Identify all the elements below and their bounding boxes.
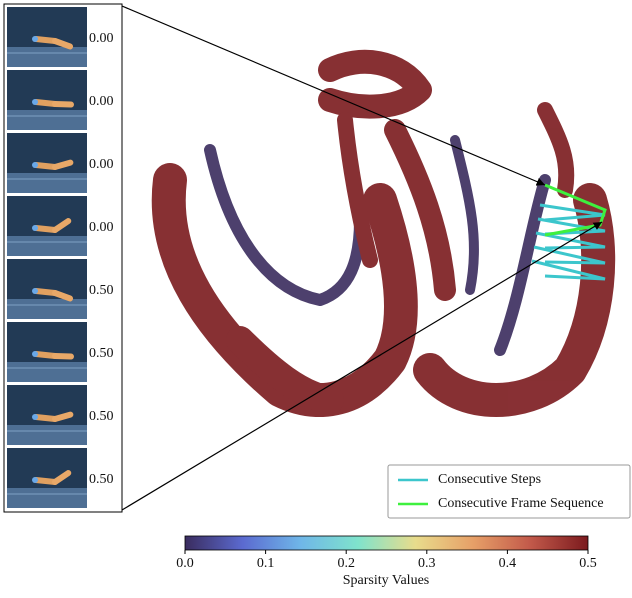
thumb-floor (7, 425, 87, 445)
frame-value: 0.50 (89, 283, 114, 298)
frame-value: 0.00 (89, 157, 114, 172)
thumb-arm (33, 288, 58, 296)
frame-thumbnail (7, 7, 87, 67)
thumb-joint (32, 351, 38, 357)
frame-value: 0.50 (89, 409, 114, 424)
thumb-arm (52, 38, 74, 50)
thumb-arm (52, 218, 72, 233)
thumb-arm (52, 101, 74, 108)
thumb-arm (52, 290, 74, 302)
thumb-arm (33, 99, 58, 107)
colorbar-tick-label: 0.1 (257, 556, 275, 571)
colorbar-tick-label: 0.0 (176, 556, 194, 571)
consecutive-steps (535, 231, 606, 250)
legend (387, 464, 631, 519)
point-cloud (151, 49, 616, 417)
frame-sequence (544, 183, 607, 237)
frame-value: 0.00 (89, 94, 114, 109)
thumb-arm (33, 477, 58, 485)
consecutive-steps (539, 203, 606, 222)
thumb-arm (33, 162, 58, 170)
frame-thumbnail (7, 196, 87, 256)
colorbar-tick-label: 0.5 (579, 556, 597, 571)
legend-label: Consecutive Frame Sequence (438, 496, 604, 511)
frames: 0.00 0.00 0.00 0.00 0.50 0.50 0.50 0.50 (7, 7, 114, 508)
thumb-joint (32, 225, 38, 231)
frame-value: 0.00 (89, 31, 114, 46)
frame-value: 0.00 (89, 220, 114, 235)
thumb-arm (33, 225, 58, 233)
thumb-floor (7, 299, 87, 319)
frame-thumbnail (7, 448, 87, 508)
colorbar-ticks: 0.0 0.1 0.2 0.3 0.4 0.5 (176, 550, 597, 571)
colorbar-tick-label: 0.2 (337, 556, 355, 571)
colorbar-label: Sparsity Values (343, 573, 429, 588)
thumb-arm (52, 411, 74, 422)
frame-thumbnail (7, 322, 87, 382)
thumb-arm (33, 414, 58, 422)
thumb-floor (7, 236, 87, 256)
thumb-joint (32, 477, 38, 483)
thumb-joint (32, 414, 38, 420)
frame-thumbnail (7, 259, 87, 319)
thumb-floor (7, 173, 87, 193)
thumb-floor (7, 488, 87, 508)
frame-thumbnail (7, 70, 87, 130)
legend-label: Consecutive Steps (438, 472, 541, 487)
thumb-floor (7, 110, 87, 130)
frame-value: 0.50 (89, 346, 114, 361)
thumb-joint (32, 99, 38, 105)
legend-entries: Consecutive Steps Consecutive Frame Seque… (398, 472, 604, 511)
thumb-arm (33, 351, 58, 359)
frame-thumbnail (7, 133, 87, 193)
frame-value: 0.50 (89, 472, 114, 487)
colorbar (184, 535, 589, 551)
thumb-joint (32, 162, 38, 168)
trajectories (531, 183, 607, 281)
frame-thumbnail (7, 385, 87, 445)
thumb-floor (7, 362, 87, 382)
consecutive-steps (533, 245, 606, 265)
arrow (121, 5, 546, 186)
thumb-arm (33, 36, 58, 44)
thumb-arm (52, 470, 72, 485)
arrow (121, 221, 603, 511)
colorbar-tick-label: 0.3 (418, 556, 436, 571)
thumb-arm (52, 353, 74, 360)
thumb-floor (7, 47, 87, 67)
thumb-arm (52, 159, 74, 170)
thumb-joint (32, 288, 38, 294)
consecutive-steps (531, 259, 606, 281)
thumb-joint (32, 36, 38, 42)
colorbar-tick-label: 0.4 (499, 556, 517, 571)
consecutive-steps (537, 217, 606, 236)
